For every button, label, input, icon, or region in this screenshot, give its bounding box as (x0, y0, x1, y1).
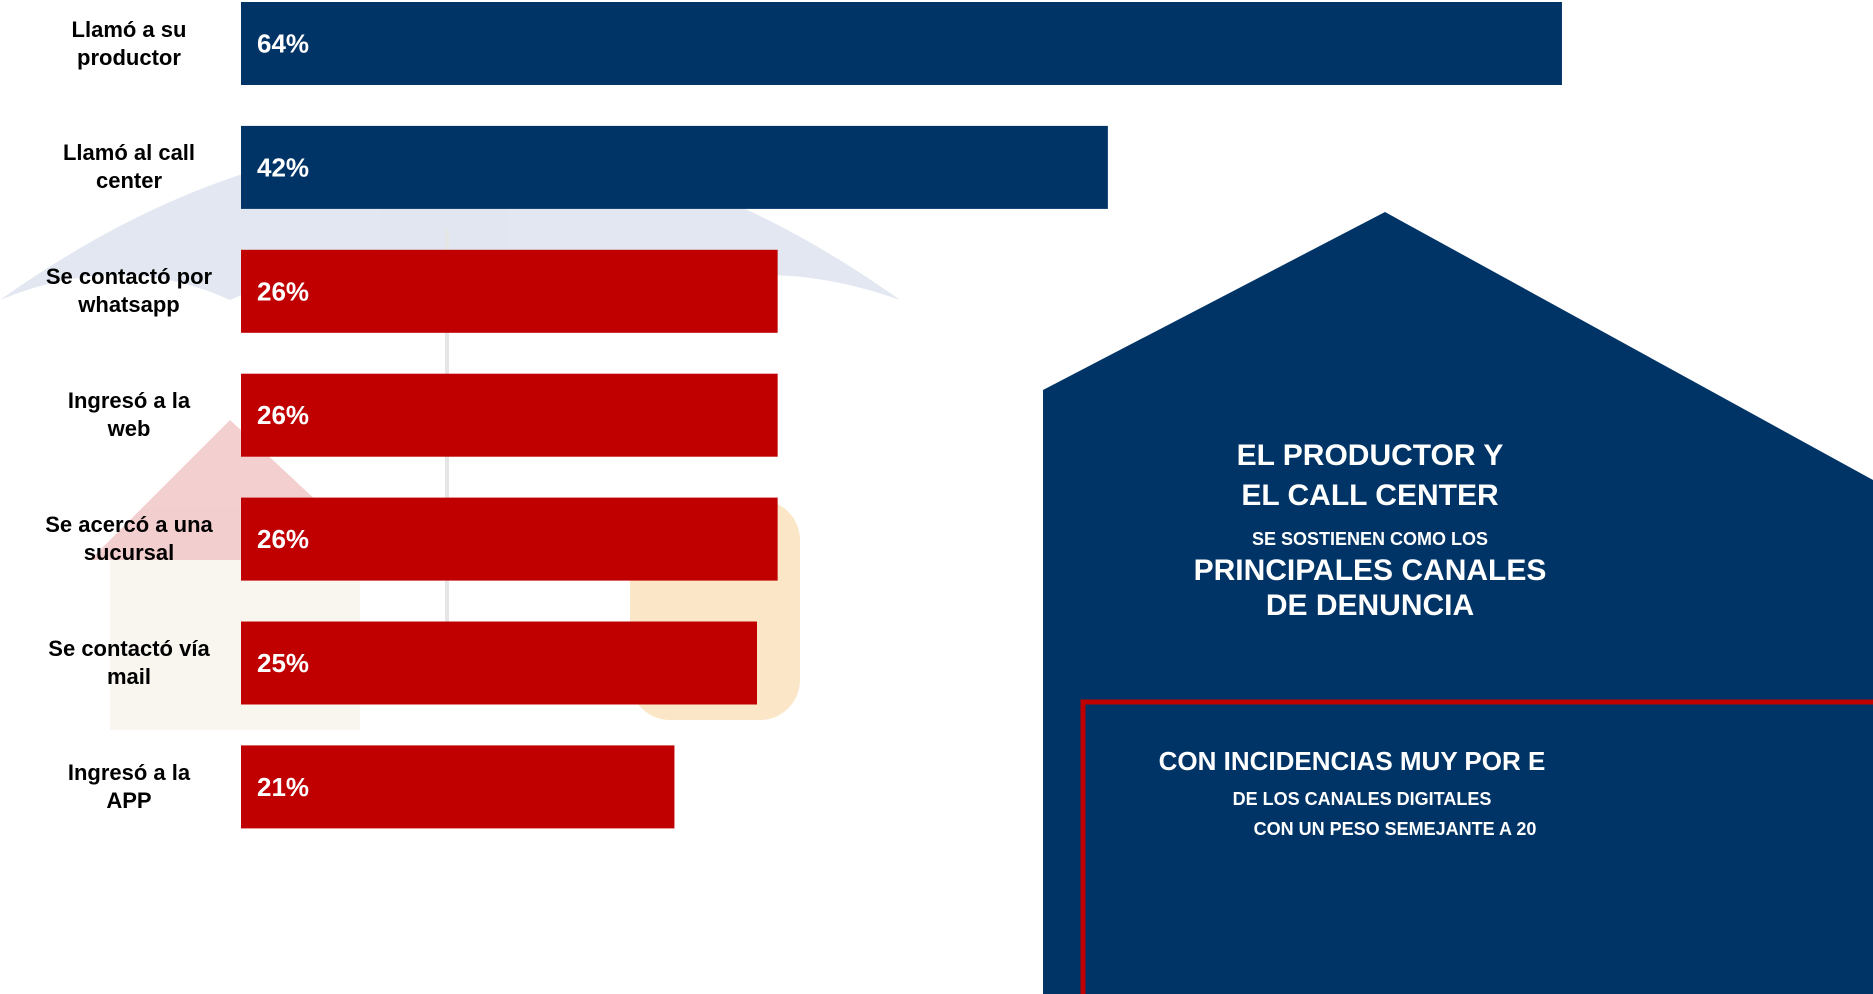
note-text: CON INCIDENCIAS MUY POR E (1159, 746, 1546, 776)
category-text: Ingresó a la web (67, 388, 191, 442)
category-text: Ingresó a la APP (67, 759, 191, 813)
category-label: Se acercó a una sucursal (0, 498, 218, 581)
value-label: 21% (257, 772, 309, 802)
callout-text: SE SOSTIENEN COMO LOS (1252, 529, 1488, 549)
note-text: DE LOS CANALES DIGITALES (1233, 789, 1492, 809)
category-label: Se contactó vía mail (0, 622, 218, 705)
note-text: CON UN PESO SEMEJANTE A 20 (1254, 819, 1537, 839)
bar (241, 373, 778, 457)
bar (241, 621, 757, 705)
value-label: 26% (257, 276, 309, 306)
value-label: 26% (257, 524, 309, 554)
value-label: 25% (257, 648, 309, 678)
value-label: 42% (257, 152, 309, 182)
category-text: Se contactó por whatsapp (45, 264, 213, 318)
category-label: Ingresó a la web (0, 374, 218, 457)
category-text: Se contactó vía mail (48, 636, 210, 689)
bar (241, 125, 1108, 209)
category-label: Ingresó a la APP (0, 745, 218, 828)
value-label: 26% (257, 400, 309, 430)
category-label: Llamó al call center (0, 126, 218, 209)
bar (241, 745, 675, 829)
bar (241, 2, 1562, 85)
category-label: Se contactó por whatsapp (0, 250, 218, 333)
category-text: Llamó a su productor (71, 16, 187, 70)
bar (241, 497, 778, 581)
callout-text: DE DENUNCIA (1266, 589, 1474, 622)
callout-shape (1043, 212, 1873, 994)
note-box (1080, 699, 1873, 994)
callout-text: EL CALL CENTER (1241, 479, 1499, 512)
value-label: 64% (257, 29, 309, 59)
bar (241, 249, 778, 333)
callout-text: EL PRODUCTOR Y (1237, 439, 1504, 472)
category-label: Llamó a su productor (0, 2, 218, 85)
category-text: Se acercó a una sucursal (45, 512, 213, 566)
callout-text: PRINCIPALES CANALES (1194, 554, 1547, 587)
category-text: Llamó al call center (62, 140, 196, 194)
